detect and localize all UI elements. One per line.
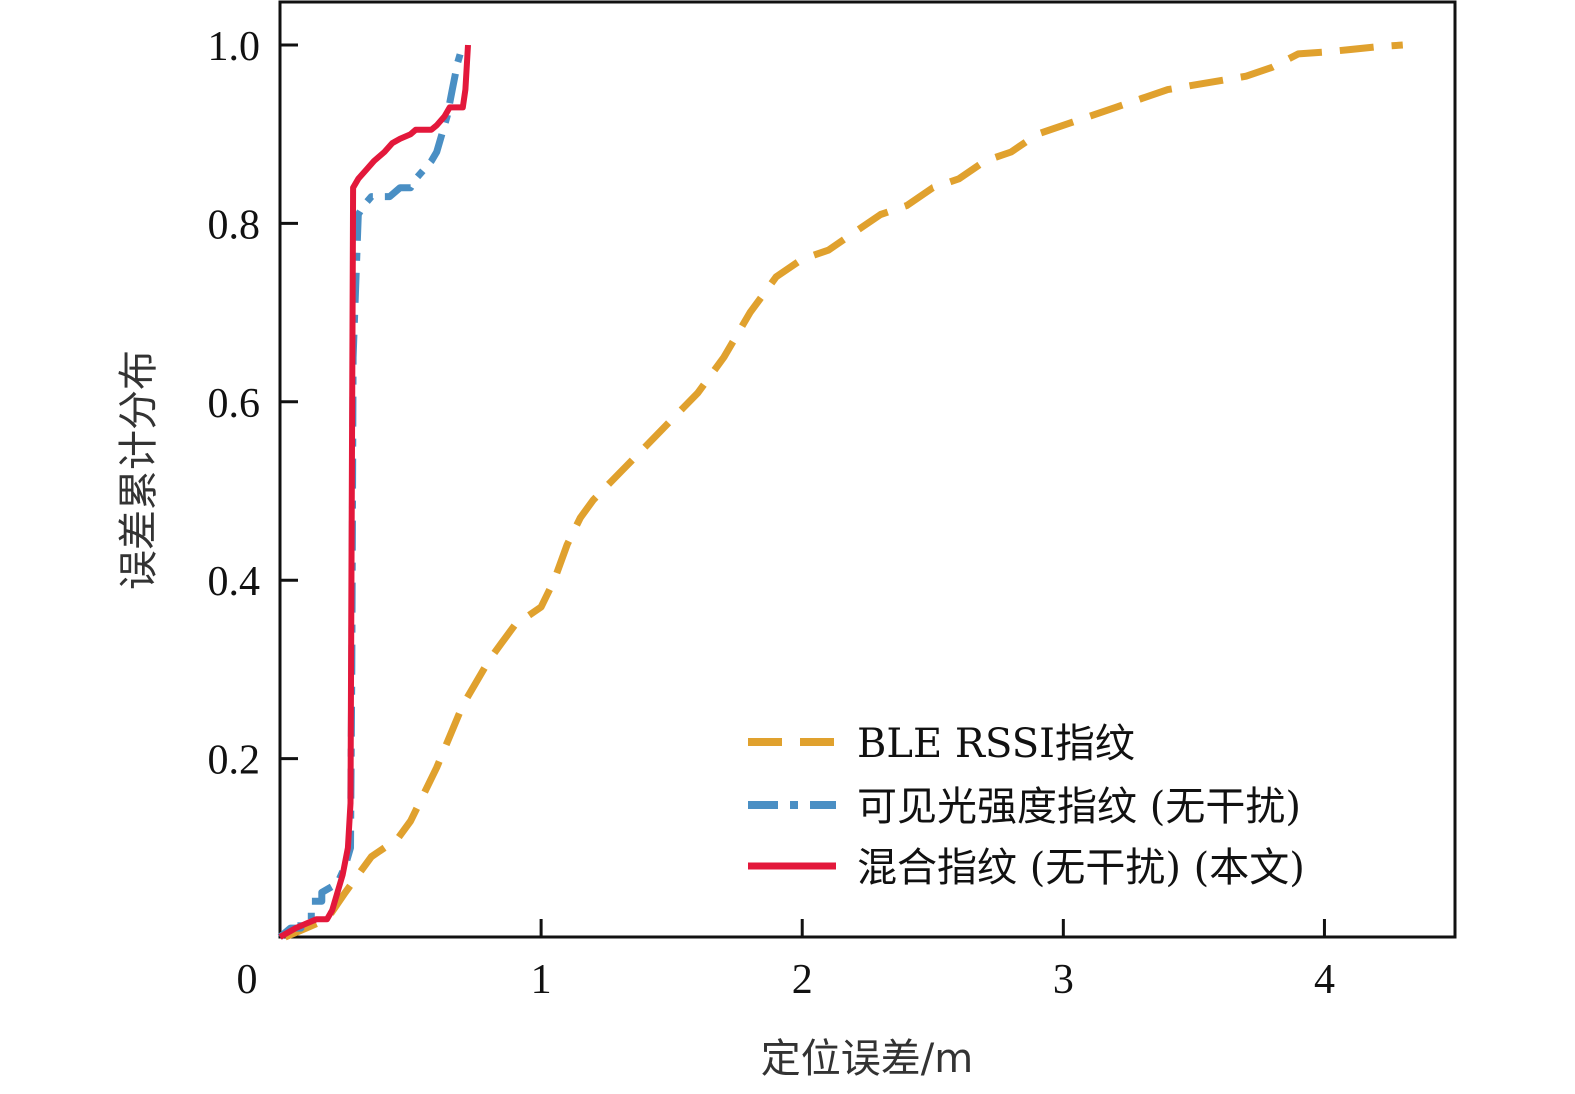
- y-tick-label: 0.2: [208, 738, 261, 784]
- series-line-1: [283, 41, 1404, 941]
- y-tick-label: 0.6: [208, 381, 261, 427]
- legend-label-1: BLE RSSI指纹: [857, 721, 1135, 767]
- legend-label-2: 可见光强度指纹 (无干扰): [857, 784, 1301, 830]
- x-tick-label: 0: [237, 957, 258, 1003]
- series-line-2: [277, 44, 467, 940]
- x-tick-label: 1: [531, 957, 552, 1003]
- x-axis: 0 1 2 3 4: [237, 919, 1335, 1003]
- x-tick-label: 4: [1314, 957, 1335, 1003]
- series-group: [277, 41, 1404, 941]
- x-tick-label: 3: [1053, 957, 1074, 1003]
- y-axis: 0.2 0.4 0.6 0.8 1.0: [208, 24, 298, 784]
- legend-label-3: 混合指纹 (无干扰) (本文): [857, 845, 1305, 891]
- y-tick-label: 0.8: [208, 202, 261, 248]
- x-axis-title: 定位误差/m: [761, 1036, 973, 1082]
- plot-area: [277, 0, 1457, 941]
- series-line-3: [278, 44, 471, 940]
- y-tick-label: 0.4: [208, 559, 261, 605]
- x-tick-label: 2: [792, 957, 813, 1003]
- plot-frame: [278, 0, 1457, 939]
- y-axis-title: 误差累计分布: [116, 350, 162, 590]
- y-tick-label: 1.0: [208, 24, 261, 70]
